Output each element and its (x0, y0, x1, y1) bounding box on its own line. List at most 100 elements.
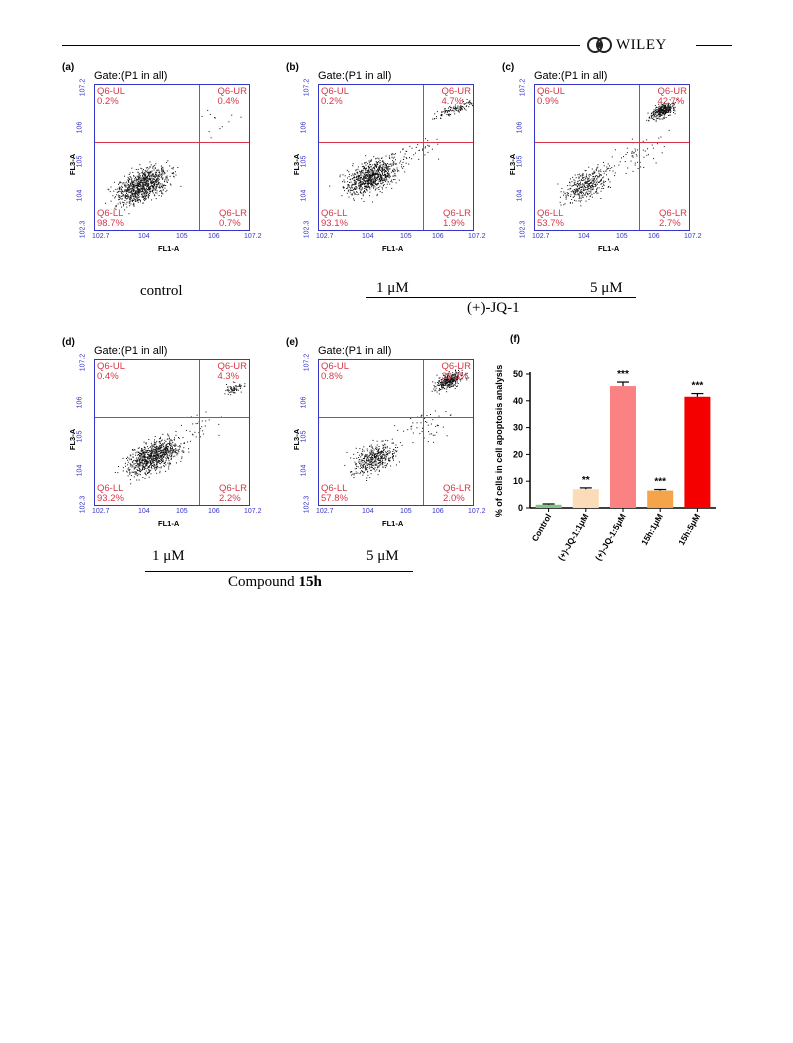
quadrant-percent: 1.9% (443, 218, 465, 229)
bar-4 (684, 396, 711, 508)
event-dots (329, 99, 473, 203)
caption-jq-5um: 5 μM (590, 280, 623, 296)
x-tick-label: 104 (578, 233, 590, 240)
y-tick-label: 105 (300, 430, 308, 443)
quadrant-name: Q6-LR (443, 483, 471, 494)
quadrant-name: Q6-LL (321, 208, 348, 219)
x-tick-label: 15h:5μM (676, 512, 702, 547)
flow-panel-d: Gate:(P1 in all) Q6-UL 0.4% Q6-UR 4.3% Q6-LL 9… (66, 345, 266, 528)
quadrant-name: Q6-UR (657, 86, 687, 97)
scatter-plot: Q6-UL 0.9% Q6-UR 42.7% Q6-LL 53.7% Q6-LR 2.7% (534, 84, 690, 231)
significance-label: *** (692, 381, 704, 392)
quadrant-name: Q6-LL (97, 483, 124, 494)
y-tick-label: 106 (516, 121, 524, 134)
y-tick-label: 104 (76, 189, 84, 202)
panel-letter-c: (c) (502, 62, 515, 73)
x-tick-label: 106 (432, 508, 444, 515)
gate-title: Gate:(P1 in all) (534, 70, 608, 82)
quadrant-label-ur: Q6-UR 4.7% (441, 87, 471, 107)
x-tick-label: 104 (138, 233, 150, 240)
publisher-name: WILEY (616, 36, 667, 53)
significance-label: *** (654, 477, 666, 488)
y-axis-label: % of cells in cell apoptosis analysis (494, 365, 504, 518)
quadrant-percent: 0.9% (537, 96, 559, 107)
flow-panel-a: Gate:(P1 in all) Q6-UL 0.2% Q6-UR 0.4% Q6-LL 9… (66, 70, 266, 253)
y-tick-label: 102.3 (79, 495, 87, 514)
x-tick-label: 107.2 (468, 233, 486, 240)
quadrant-percent: 2.0% (443, 493, 465, 504)
quadrant-line-horizontal (319, 417, 473, 418)
header-rule-right (696, 45, 732, 46)
quadrant-label-lr: Q6-LR 2.7% (659, 209, 687, 229)
quadrant-percent: 57.8% (321, 493, 348, 504)
quadrant-percent: 0.8% (321, 371, 343, 382)
gate-title: Gate:(P1 in all) (318, 70, 392, 82)
quadrant-label-lr: Q6-LR 0.7% (219, 209, 247, 229)
x-tick-label: (+)-JQ-1:1μM (556, 512, 591, 562)
quadrant-label-ll: Q6-LL 93.2% (97, 484, 124, 504)
scatter-plot: Q6-UL 0.2% Q6-UR 4.7% Q6-LL 93.1% Q6-LR 1.9% (318, 84, 474, 231)
event-dots (557, 98, 681, 207)
y-tick-label: 30 (513, 423, 523, 433)
panel-letter-d: (d) (62, 337, 75, 348)
quadrant-percent: 39.3% (441, 371, 469, 382)
jq-group-rule (366, 297, 636, 298)
scatter-plot: Q6-UL 0.8% Q6-UR 39.3% Q6-LL 57.8% Q6-LR 2.0% (318, 359, 474, 506)
quadrant-line-vertical (423, 360, 424, 505)
panel-letter-a: (a) (62, 62, 75, 73)
y-tick-label: 102.3 (79, 220, 87, 239)
quadrant-percent: 0.7% (219, 218, 241, 229)
quadrant-label-ll: Q6-LL 98.7% (97, 209, 124, 229)
caption-control: control (140, 283, 183, 299)
x-tick-label: 106 (648, 233, 660, 240)
y-tick-label: 105 (76, 155, 84, 168)
x-axis-label: FL1-A (382, 244, 404, 253)
event-dots (105, 109, 242, 215)
quadrant-label-ur: Q6-UR 0.4% (217, 87, 247, 107)
quadrant-line-vertical (199, 85, 200, 230)
y-tick-label: 106 (76, 121, 84, 134)
y-tick-label: 107.2 (303, 353, 311, 372)
flow-panel-e: Gate:(P1 in all) Q6-UL 0.8% Q6-UR 39.3% Q6-LL… (290, 345, 490, 528)
quadrant-line-horizontal (319, 142, 473, 143)
x-tick-label: 107.2 (244, 233, 262, 240)
quadrant-name: Q6-UR (441, 86, 471, 97)
bar-1 (572, 489, 599, 508)
y-tick-label: 107.2 (303, 78, 311, 97)
quadrant-name: Q6-LR (659, 208, 687, 219)
x-axis-label: FL1-A (158, 519, 180, 528)
quadrant-line-horizontal (535, 142, 689, 143)
quadrant-name: Q6-LL (321, 483, 348, 494)
panel-letter-b: (b) (286, 62, 299, 73)
caption-jq-group: (+)-JQ-1 (467, 300, 520, 316)
caption-15h-5um: 5 μM (366, 548, 399, 564)
x-tick-label: 102.7 (316, 233, 334, 240)
quadrant-name: Q6-UR (217, 86, 247, 97)
quadrant-name: Q6-UR (441, 361, 471, 372)
flow-panel-c: Gate:(P1 in all) Q6-UL 0.9% Q6-UR 42.7% Q6-LL… (506, 70, 706, 253)
x-tick-label: 106 (208, 233, 220, 240)
y-tick-label: 10 (513, 476, 523, 486)
compound-group-rule (145, 571, 413, 572)
quadrant-line-vertical (199, 360, 200, 505)
quadrant-percent: 98.7% (97, 218, 124, 229)
quadrant-label-ul: Q6-UL 0.2% (97, 87, 125, 107)
scatter-plot: Q6-UL 0.4% Q6-UR 4.3% Q6-LL 93.2% Q6-LR 2.2% (94, 359, 250, 506)
y-axis-label: FL3-A (292, 153, 302, 176)
gate-title: Gate:(P1 in all) (94, 70, 168, 82)
x-axis-label: FL1-A (158, 244, 180, 253)
caption-compound-prefix: Compound (228, 574, 295, 590)
y-axis-label: FL3-A (68, 428, 78, 451)
quadrant-percent: 4.3% (217, 371, 240, 382)
quadrant-line-horizontal (95, 142, 249, 143)
flow-panel-b: Gate:(P1 in all) Q6-UL 0.2% Q6-UR 4.7% Q6-LL 9… (290, 70, 490, 253)
x-tick-label: 102.7 (316, 508, 334, 515)
header-rule-left (62, 45, 580, 46)
x-tick-label: 106 (432, 233, 444, 240)
x-tick-label: 102.7 (532, 233, 550, 240)
quadrant-label-ll: Q6-LL 93.1% (321, 209, 348, 229)
quadrant-percent: 2.7% (659, 218, 681, 229)
x-tick-label: 105 (400, 233, 412, 240)
quadrant-label-ul: Q6-UL 0.9% (537, 87, 565, 107)
quadrant-label-lr: Q6-LR 1.9% (443, 209, 471, 229)
